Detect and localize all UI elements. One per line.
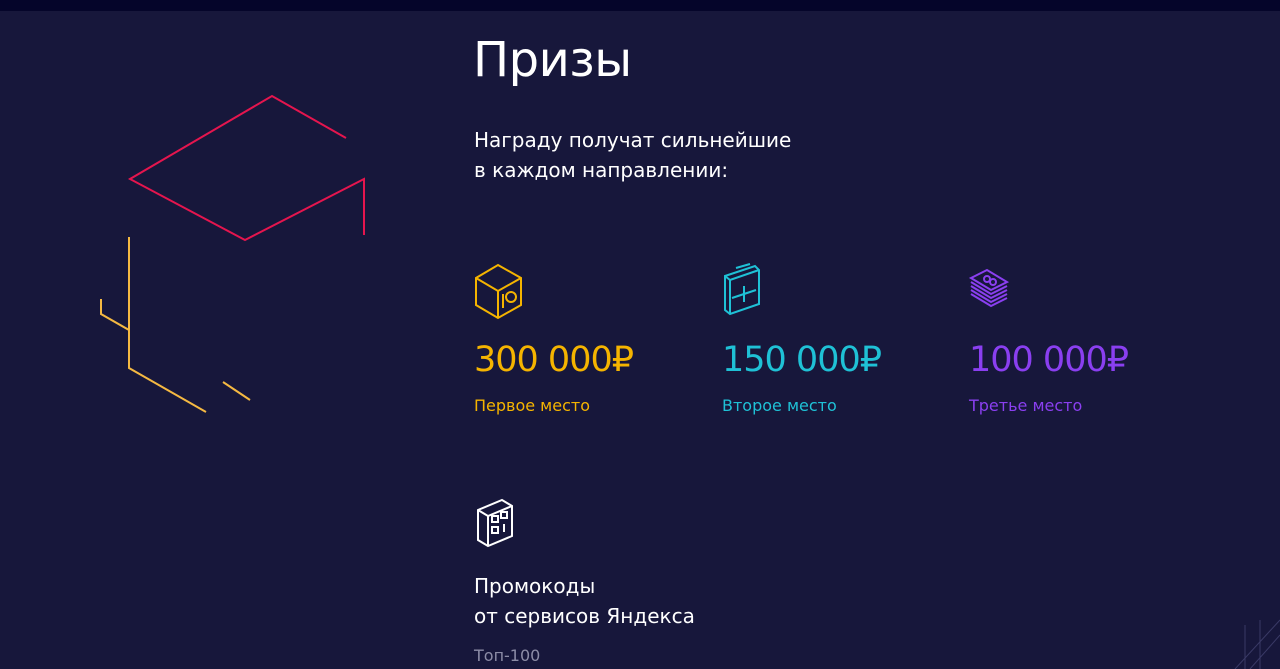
prize-place: Первое место [474, 396, 590, 415]
prize-amount: 150 000₽ [722, 340, 882, 380]
lead-line: в каждом направлении: [474, 158, 729, 182]
promo-codes-section: Промокоды от сервисов Яндекса Топ-100 [474, 496, 695, 665]
promo-subtitle: Топ-100 [474, 646, 541, 665]
promo-title-line: от сервисов Яндекса [474, 604, 695, 628]
prize-amount: 100 000₽ [969, 340, 1129, 380]
prize-second: 150 000₽ Второе место [722, 262, 942, 415]
safe-icon [475, 263, 522, 320]
promo-title-line: Промокоды [474, 574, 596, 598]
decorative-grid-lines [1234, 619, 1280, 669]
promo-title: Промокоды от сервисов Яндекса [474, 571, 774, 631]
prizes-lead-text: Награду получат сильнейшие в каждом напр… [474, 125, 834, 185]
prize-place: Второе место [722, 396, 837, 415]
prize-first: 300 000₽ Первое место [474, 262, 694, 415]
top-bar [0, 0, 1280, 11]
lead-line: Награду получат сильнейшие [474, 128, 792, 152]
qr-box-icon [477, 498, 513, 548]
briefcase-icon [724, 263, 760, 316]
decorative-cube-illustration [100, 94, 365, 413]
prize-third: 100 000₽ Третье место [969, 262, 1189, 415]
prize-amount: 300 000₽ [474, 340, 634, 380]
money-stack-icon [969, 268, 1010, 308]
page-title: Призы [473, 32, 632, 88]
prize-place: Третье место [969, 396, 1083, 415]
